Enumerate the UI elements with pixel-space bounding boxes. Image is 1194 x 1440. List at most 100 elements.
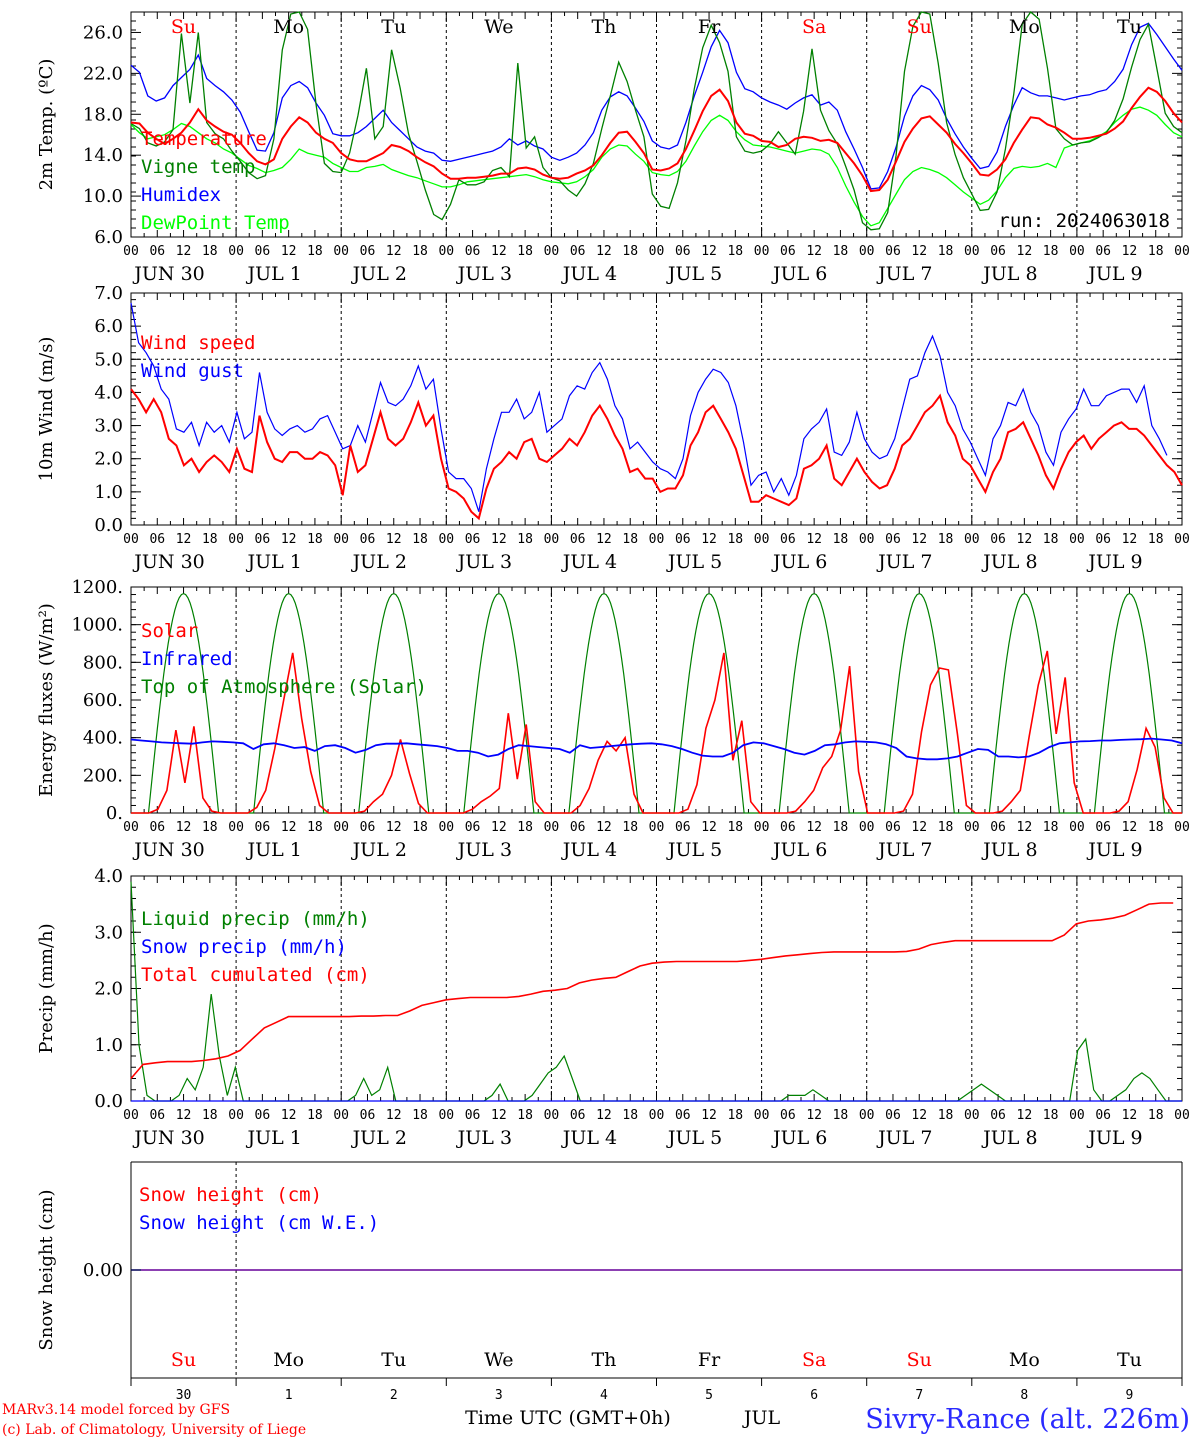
hour-tick-label: 00: [438, 532, 454, 547]
hour-tick-label: 18: [517, 532, 533, 547]
hour-tick-label: 06: [780, 820, 796, 835]
hour-tick-label: 12: [911, 532, 927, 547]
date-label: JUL 1: [245, 263, 301, 285]
hour-tick-label: 12: [491, 1108, 507, 1123]
hour-tick-label: 12: [1122, 1108, 1138, 1123]
y-tick-label: 1.0: [94, 482, 123, 503]
hour-tick-label: 06: [149, 1108, 165, 1123]
y-tick-label: 3.0: [94, 922, 123, 943]
y-tick-label: 5.0: [94, 349, 123, 370]
hour-tick-label: 12: [596, 532, 612, 547]
date-label: JUL 5: [666, 551, 722, 573]
hour-tick-label: 06: [990, 244, 1006, 259]
hour-tick-label: 18: [307, 244, 323, 259]
hour-tick-label: 06: [780, 532, 796, 547]
y-tick-label: 26.0: [83, 22, 123, 43]
hour-tick-label: 06: [465, 532, 481, 547]
hour-tick-label: 12: [386, 1108, 402, 1123]
hour-tick-label: 00: [228, 1108, 244, 1123]
date-label: JUL 2: [351, 551, 407, 573]
hour-tick-label: 06: [570, 532, 586, 547]
hour-tick-label: 06: [675, 244, 691, 259]
footer: MARv3.14 model forced by GFS (c) Lab. of …: [2, 1402, 1190, 1438]
legend-entry: Total cumulated (cm): [141, 964, 370, 986]
hour-tick-label: 06: [360, 244, 376, 259]
y-axis-label: Energy fluxes (W/m²): [36, 603, 57, 797]
legend-entry: Humidex: [141, 184, 221, 206]
panel-frame: [130, 11, 1183, 238]
hour-tick-label: 00: [438, 1108, 454, 1123]
date-label: JUL 7: [876, 839, 932, 861]
y-tick-label: 600.: [83, 690, 123, 711]
hour-tick-label: 00: [123, 532, 139, 547]
hour-tick-label: 00: [1174, 532, 1190, 547]
legend-entry: Snow height (cm W.E.): [139, 1212, 379, 1234]
hour-tick-label: 06: [570, 820, 586, 835]
y-tick-label: 1.0: [94, 1035, 123, 1056]
hour-tick-label: 00: [1069, 1108, 1085, 1123]
hour-tick-label: 18: [833, 532, 849, 547]
hour-tick-label: 18: [412, 1108, 428, 1123]
hour-tick-label: 00: [1069, 244, 1085, 259]
hour-tick-label: 18: [1148, 532, 1164, 547]
y-tick-label: 4.0: [94, 382, 123, 403]
hour-tick-label: 18: [622, 1108, 638, 1123]
hour-tick-label: 00: [1174, 1108, 1190, 1123]
hour-tick-label: 18: [517, 820, 533, 835]
weekday-label: Sa: [802, 16, 826, 38]
hour-tick-label: 00: [228, 244, 244, 259]
hour-tick-label: 00: [544, 532, 560, 547]
hour-tick-label: 12: [176, 244, 192, 259]
day-number: 2: [390, 1388, 398, 1403]
series-line: [130, 106, 1183, 227]
hour-tick-label: 18: [938, 532, 954, 547]
weekday-label: Tu: [1117, 16, 1142, 38]
day-number: 3: [495, 1388, 503, 1403]
date-label: JUL 1: [245, 839, 301, 861]
series-line: [131, 650, 1182, 814]
y-axis-label: Precip (mm/h): [36, 923, 57, 1053]
y-tick-label: 3.0: [94, 416, 123, 437]
date-label: JUL 6: [771, 839, 827, 861]
hour-tick-label: 12: [386, 244, 402, 259]
legend-entry: Snow height (cm): [139, 1184, 322, 1206]
date-label: JUL 8: [981, 839, 1037, 861]
hour-tick-label: 00: [1174, 244, 1190, 259]
y-tick-label: 14.0: [83, 145, 123, 166]
legend-entry: Snow precip (mm/h): [141, 936, 347, 958]
hour-tick-label: 00: [228, 820, 244, 835]
hour-tick-label: 18: [307, 820, 323, 835]
hour-tick-label: 00: [544, 820, 560, 835]
hour-tick-label: 18: [1043, 1108, 1059, 1123]
hour-tick-label: 12: [281, 532, 297, 547]
hour-tick-label: 18: [938, 820, 954, 835]
hour-tick-label: 06: [990, 532, 1006, 547]
hour-tick-label: 00: [964, 532, 980, 547]
date-label: JUL 7: [876, 551, 932, 573]
date-label: JUL 8: [981, 551, 1037, 573]
hour-tick-label: 00: [649, 244, 665, 259]
series-line: [130, 86, 1183, 193]
hour-tick-label: 18: [202, 820, 218, 835]
run-annotation: run: 2024063018: [998, 210, 1170, 232]
x-axis-label: Time UTC (GMT+0h): [465, 1407, 671, 1429]
legend-entry: Temperature: [141, 128, 267, 150]
series-line: [130, 22, 1183, 190]
date-label: JUL 5: [666, 263, 722, 285]
date-label: JUL 4: [561, 263, 617, 285]
hour-tick-label: 18: [517, 1108, 533, 1123]
hour-tick-label: 12: [281, 820, 297, 835]
hour-tick-label: 06: [465, 1108, 481, 1123]
weekday-label: Tu: [1117, 1349, 1142, 1371]
hour-tick-label: 18: [622, 244, 638, 259]
hour-tick-label: 18: [727, 244, 743, 259]
station-title: Sivry-Rance (alt. 226m): [865, 1404, 1190, 1435]
date-label: JUL 2: [351, 263, 407, 285]
weekday-label: Su: [171, 1349, 196, 1371]
hour-tick-label: 06: [465, 244, 481, 259]
hour-tick-label: 06: [990, 1108, 1006, 1123]
hour-tick-label: 00: [1069, 532, 1085, 547]
hour-tick-label: 06: [1095, 532, 1111, 547]
series-line: [130, 302, 1168, 512]
